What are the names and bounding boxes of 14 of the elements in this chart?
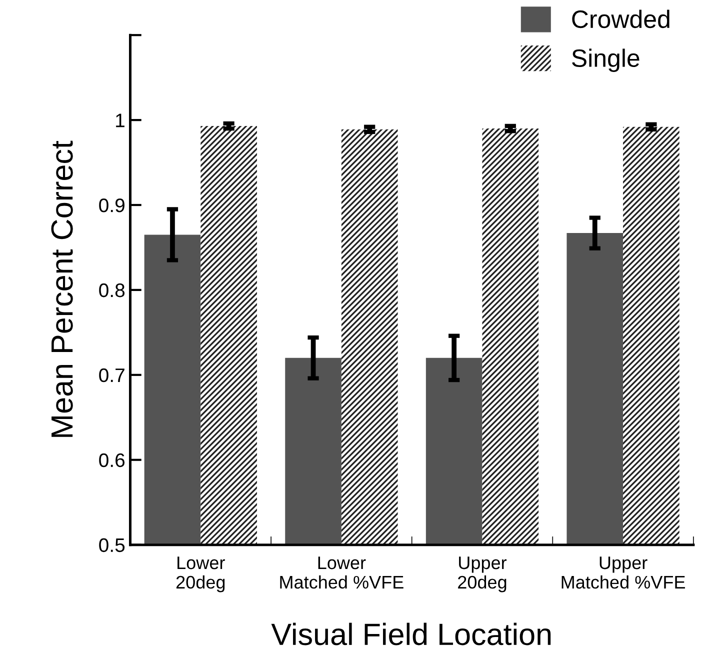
y-tick-label: 1	[116, 114, 124, 128]
x-tick-label: Lower 20deg	[176, 556, 225, 592]
y-tick-label: 0.8	[99, 283, 125, 298]
y-tick-label: 0.6	[99, 453, 125, 468]
x-tick-label: Upper 20deg	[458, 556, 507, 592]
x-tick-label: Lower Matched %VFE	[280, 556, 404, 589]
y-tick-label: 0.9	[99, 198, 124, 212]
y-tick-label: 0.5	[99, 538, 125, 552]
legend-label: Single	[572, 48, 640, 72]
y-axis-title: Mean Percent Correct	[51, 140, 73, 437]
legend-label: Crowded	[572, 10, 670, 28]
x-tick-label: Upper Matched %VFE	[562, 556, 685, 589]
x-axis-title: Visual Field Location	[271, 622, 551, 646]
y-tick-label: 0.7	[99, 368, 124, 382]
